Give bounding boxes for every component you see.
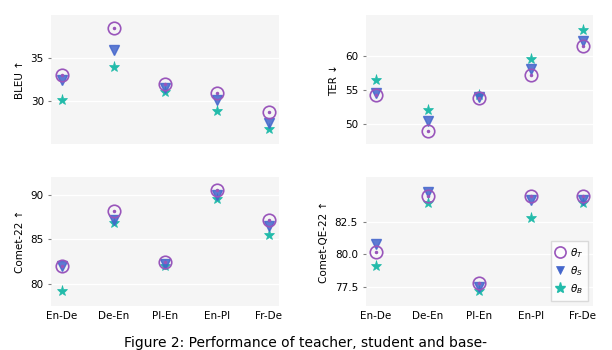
Y-axis label: TER ↓: TER ↓ [329, 64, 339, 96]
Text: Figure 2: Performance of teacher, student and base-: Figure 2: Performance of teacher, studen… [124, 336, 488, 350]
Y-axis label: Comet-22 ↑: Comet-22 ↑ [15, 210, 25, 273]
Legend: $\theta_T$, $\theta_S$, $\theta_B$: $\theta_T$, $\theta_S$, $\theta_B$ [551, 241, 588, 301]
Y-axis label: BLEU ↑: BLEU ↑ [15, 60, 25, 99]
Y-axis label: Comet-QE-22 ↑: Comet-QE-22 ↑ [319, 200, 329, 282]
